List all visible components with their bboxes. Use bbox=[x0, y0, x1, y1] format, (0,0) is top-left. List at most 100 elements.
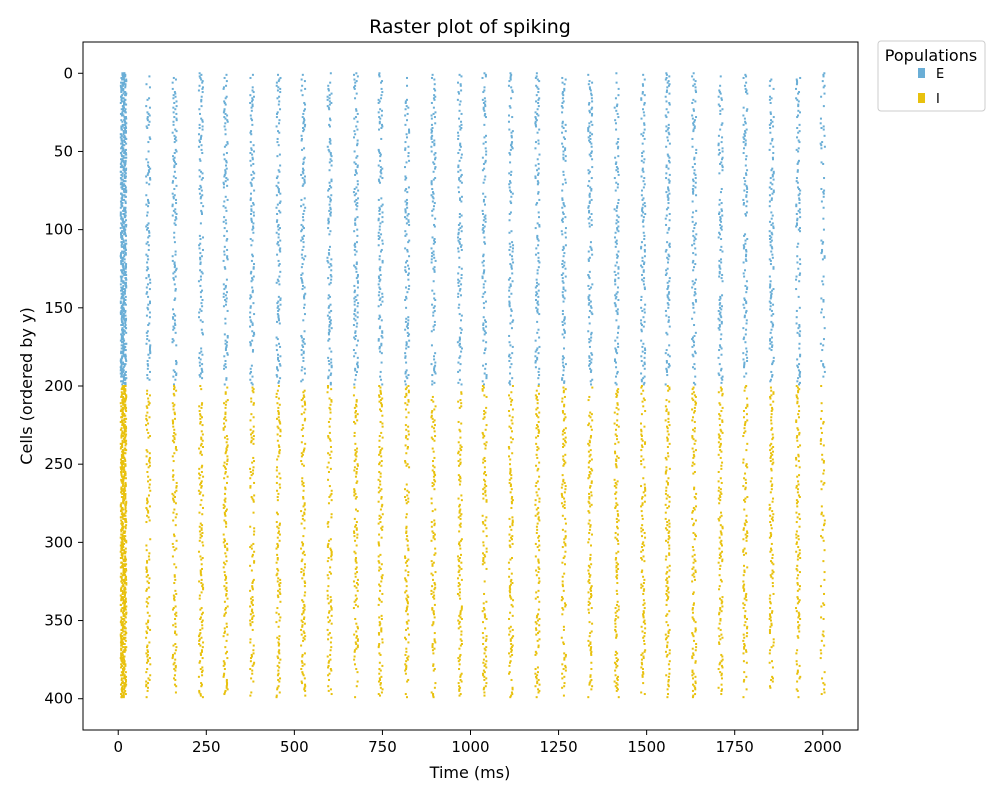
spike-point bbox=[614, 278, 617, 281]
spike-point bbox=[122, 377, 125, 380]
spike-point bbox=[119, 255, 122, 258]
spike-point bbox=[223, 364, 226, 367]
spike-point bbox=[380, 137, 383, 140]
spike-point bbox=[691, 101, 694, 104]
spike-point bbox=[588, 460, 591, 463]
spike-point bbox=[745, 300, 748, 303]
spike-point bbox=[354, 81, 357, 84]
spike-point bbox=[198, 405, 201, 408]
spike-point bbox=[746, 200, 749, 203]
spike-point bbox=[407, 389, 410, 392]
spike-point bbox=[146, 497, 149, 500]
spike-point bbox=[174, 95, 177, 98]
spike-point bbox=[119, 302, 122, 305]
spike-point bbox=[252, 331, 255, 334]
spike-point bbox=[640, 413, 643, 416]
spike-point bbox=[485, 499, 488, 502]
spike-point bbox=[589, 89, 592, 92]
spike-point bbox=[279, 303, 282, 306]
spike-point bbox=[720, 98, 723, 101]
spike-point bbox=[225, 209, 228, 212]
spike-point bbox=[695, 91, 698, 94]
spike-point bbox=[694, 383, 697, 386]
spike-point bbox=[693, 156, 696, 159]
spike-point bbox=[588, 341, 591, 344]
spike-point bbox=[771, 375, 774, 378]
spike-point bbox=[404, 269, 407, 272]
spike-point bbox=[745, 319, 748, 322]
spike-point bbox=[745, 250, 748, 253]
spike-point bbox=[301, 435, 304, 438]
spike-point bbox=[535, 395, 538, 398]
spike-point bbox=[378, 291, 381, 294]
spike-point bbox=[743, 366, 746, 369]
spike-point bbox=[302, 227, 305, 230]
spike-point bbox=[249, 367, 252, 370]
spike-point bbox=[668, 242, 671, 245]
spike-point bbox=[125, 153, 128, 156]
spike-point bbox=[407, 241, 410, 244]
spike-point bbox=[742, 123, 745, 126]
spike-point bbox=[328, 431, 331, 434]
spike-point bbox=[175, 485, 178, 488]
spike-point bbox=[772, 288, 775, 291]
spike-point bbox=[301, 397, 304, 400]
spike-point bbox=[591, 419, 594, 422]
spike-point bbox=[457, 170, 460, 173]
spike-point bbox=[124, 464, 127, 467]
spike-point bbox=[640, 330, 643, 333]
spike-point bbox=[642, 84, 645, 87]
spike-point bbox=[534, 227, 537, 230]
spike-point bbox=[509, 153, 512, 156]
spike-point bbox=[145, 292, 148, 295]
spike-point bbox=[276, 306, 279, 309]
spike-point bbox=[795, 395, 798, 398]
spike-point bbox=[174, 331, 177, 334]
spike-point bbox=[120, 317, 123, 320]
spike-point bbox=[820, 505, 823, 508]
spike-point bbox=[643, 375, 646, 378]
spike-point bbox=[482, 192, 485, 195]
spike-point bbox=[276, 137, 279, 140]
spike-point bbox=[174, 211, 177, 214]
spike-point bbox=[460, 120, 463, 123]
spike-point bbox=[798, 306, 801, 309]
spike-point bbox=[120, 236, 123, 239]
spike-point bbox=[823, 84, 826, 87]
spike-point bbox=[692, 252, 695, 255]
spike-point bbox=[356, 120, 359, 123]
spike-point bbox=[692, 306, 695, 309]
spike-point bbox=[379, 273, 382, 276]
spike-point bbox=[614, 381, 617, 384]
spike-point bbox=[224, 413, 227, 416]
spike-point bbox=[667, 84, 670, 87]
spike-point bbox=[124, 471, 127, 473]
spike-point bbox=[510, 267, 513, 270]
spike-point bbox=[377, 98, 380, 101]
spike-point bbox=[508, 478, 511, 481]
spike-point bbox=[251, 278, 254, 281]
spike-point bbox=[537, 181, 540, 184]
spike-point bbox=[406, 214, 409, 217]
spike-point bbox=[224, 406, 227, 409]
spike-point bbox=[124, 309, 127, 312]
spike-point bbox=[615, 219, 618, 222]
spike-point bbox=[198, 511, 201, 514]
spike-point bbox=[122, 366, 125, 369]
spike-point bbox=[613, 270, 616, 273]
spike-point bbox=[744, 214, 747, 217]
spike-point bbox=[405, 105, 408, 108]
spike-point bbox=[484, 349, 487, 352]
spike-point bbox=[301, 170, 304, 173]
spike-point bbox=[771, 344, 774, 347]
spike-point bbox=[483, 383, 485, 386]
spike-point bbox=[589, 425, 592, 428]
spike-point bbox=[691, 200, 694, 203]
spike-point bbox=[587, 295, 590, 298]
spike-point bbox=[224, 366, 227, 369]
spike-point bbox=[509, 263, 512, 266]
spike-point bbox=[483, 435, 486, 438]
spike-point bbox=[223, 383, 226, 386]
spike-point bbox=[124, 383, 127, 386]
